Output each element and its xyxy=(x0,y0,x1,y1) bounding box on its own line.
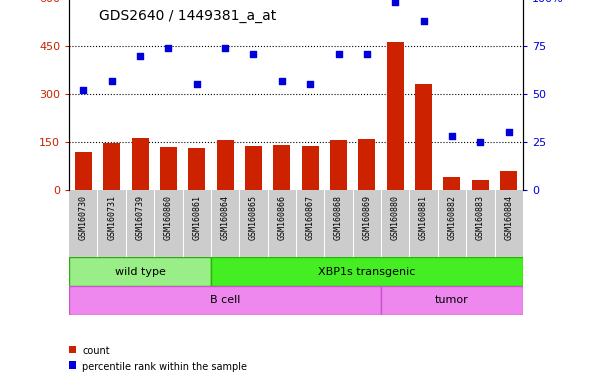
Point xyxy=(192,81,201,88)
Text: GSM160882: GSM160882 xyxy=(448,195,457,240)
Text: GSM160881: GSM160881 xyxy=(419,195,428,240)
Point xyxy=(249,51,258,57)
Text: count: count xyxy=(82,346,110,356)
Bar xyxy=(69,257,211,286)
Text: GDS2640 / 1449381_a_at: GDS2640 / 1449381_a_at xyxy=(99,9,276,23)
Text: GSM160869: GSM160869 xyxy=(362,195,371,240)
Bar xyxy=(387,42,404,190)
Bar xyxy=(472,180,489,190)
Point xyxy=(504,129,513,136)
Point xyxy=(362,51,371,57)
Text: GSM160739: GSM160739 xyxy=(135,195,144,240)
Point xyxy=(334,51,343,57)
Point xyxy=(163,45,173,51)
Text: GSM160865: GSM160865 xyxy=(249,195,258,240)
Text: wild type: wild type xyxy=(115,266,165,277)
Bar xyxy=(444,177,460,190)
Bar xyxy=(75,152,92,190)
Text: GSM160864: GSM160864 xyxy=(221,195,230,240)
Bar xyxy=(330,141,347,190)
Point xyxy=(277,78,287,84)
Point xyxy=(475,139,485,145)
Text: GSM160880: GSM160880 xyxy=(391,195,400,240)
Bar xyxy=(160,147,177,190)
Text: GSM160884: GSM160884 xyxy=(504,195,513,240)
Point xyxy=(107,78,117,84)
Bar xyxy=(273,145,290,190)
Text: GSM160883: GSM160883 xyxy=(476,195,485,240)
Point xyxy=(79,87,88,93)
Bar xyxy=(500,171,517,190)
Point xyxy=(135,53,145,59)
Bar xyxy=(188,149,206,190)
Point xyxy=(305,81,315,88)
Point xyxy=(447,133,457,139)
Bar xyxy=(216,141,234,190)
Text: percentile rank within the sample: percentile rank within the sample xyxy=(82,362,248,372)
Text: GSM160866: GSM160866 xyxy=(277,195,286,240)
Bar xyxy=(132,138,148,190)
Text: GSM160730: GSM160730 xyxy=(79,195,88,240)
Bar xyxy=(69,286,381,315)
Bar xyxy=(211,257,523,286)
Bar xyxy=(245,146,262,190)
Point xyxy=(221,45,230,51)
Text: GSM160861: GSM160861 xyxy=(192,195,201,240)
Bar xyxy=(381,286,523,315)
Point xyxy=(391,0,400,5)
Text: GSM160868: GSM160868 xyxy=(334,195,343,240)
Text: tumor: tumor xyxy=(435,295,469,306)
Point xyxy=(419,18,429,24)
Bar xyxy=(415,84,432,190)
Text: GSM160867: GSM160867 xyxy=(306,195,315,240)
Bar xyxy=(358,139,376,190)
Bar xyxy=(103,143,120,190)
Bar xyxy=(302,146,319,190)
Text: GSM160731: GSM160731 xyxy=(107,195,116,240)
Text: B cell: B cell xyxy=(210,295,240,306)
Text: GSM160860: GSM160860 xyxy=(164,195,173,240)
Text: XBP1s transgenic: XBP1s transgenic xyxy=(318,266,415,277)
